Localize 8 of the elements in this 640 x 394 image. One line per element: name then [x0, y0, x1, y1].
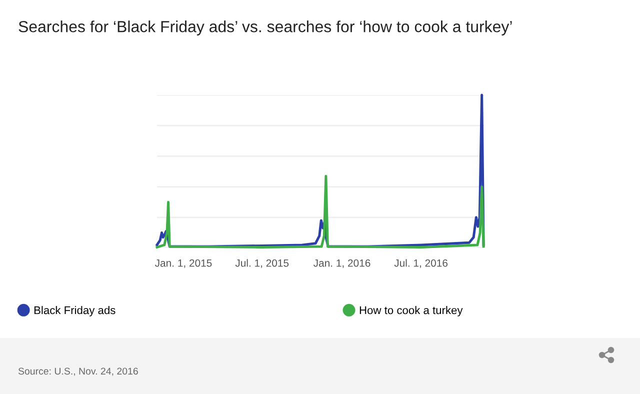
legend-label: How to cook a turkey: [360, 306, 463, 316]
x-tick-label: Jul. 1, 2016: [394, 259, 448, 268]
x-tick-label: Jan. 1, 2016: [313, 259, 370, 268]
chart-title: Searches for ‘Black Friday ads’ vs. searches for ‘how to cook a turkey’: [18, 20, 512, 36]
x-tick-label: Jan. 1, 2015: [154, 259, 212, 268]
legend-label: Black Friday ads: [34, 306, 116, 316]
source-note: Source: U.S., Nov. 24, 2016: [18, 368, 138, 376]
x-tick-label: Jul. 1, 2015: [235, 259, 289, 268]
